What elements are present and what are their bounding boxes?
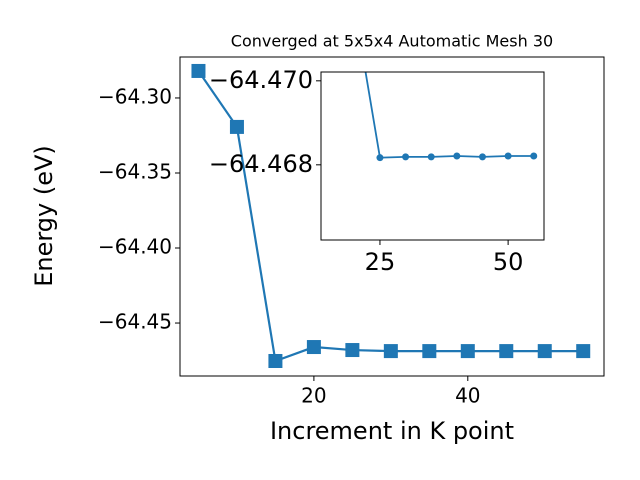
x-axis-label: Increment in K point: [270, 417, 514, 445]
x-tick-label: 20: [301, 384, 326, 408]
series-line: [364, 72, 534, 159]
marker: [576, 344, 591, 359]
y-tick-label: −64.468: [209, 150, 313, 178]
x-tick-label: 50: [493, 248, 524, 276]
y-axis-label: Energy (eV): [30, 145, 58, 287]
marker: [306, 340, 321, 355]
marker: [478, 153, 486, 161]
chart-title: Converged at 5x5x4 Automatic Mesh 30: [231, 32, 553, 51]
axes-frame: [179, 56, 605, 377]
marker: [460, 344, 475, 359]
plot-group: [191, 63, 591, 368]
marker: [422, 344, 437, 359]
marker: [402, 153, 410, 161]
marker: [504, 152, 512, 160]
marker: [345, 343, 360, 358]
x-tick-label: 25: [365, 248, 396, 276]
plot-group: [364, 72, 538, 162]
marker: [453, 152, 461, 160]
axes-frame: [320, 71, 545, 241]
marker: [191, 63, 206, 78]
marker: [499, 344, 514, 359]
y-tick-label: −64.35: [98, 159, 172, 183]
marker: [530, 152, 538, 160]
y-tick-label: −64.470: [209, 66, 313, 94]
marker: [383, 344, 398, 359]
y-tick-label: −64.30: [98, 84, 172, 108]
y-tick-label: −64.40: [98, 235, 172, 259]
marker: [537, 344, 552, 359]
marker: [268, 353, 283, 368]
marker: [427, 153, 435, 161]
x-tick-label: 40: [455, 384, 480, 408]
y-tick-label: −64.45: [98, 310, 172, 334]
marker: [229, 119, 244, 134]
marker: [376, 154, 384, 162]
